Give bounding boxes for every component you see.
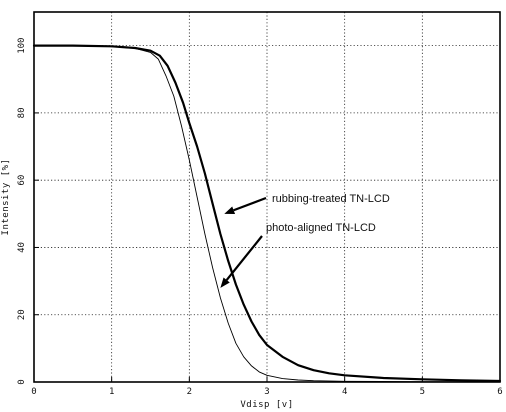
x-tick-label: 3 [264, 387, 269, 397]
y-tick-label: 60 [17, 175, 27, 186]
y-tick-label: 20 [17, 309, 27, 320]
y-tick-label: 100 [17, 38, 27, 54]
x-axis-title: Vdisp [v] [240, 400, 293, 410]
series-line-photo-aligned [33, 45, 501, 383]
annotation-arrow-head [224, 206, 236, 215]
x-tick-label: 0 [31, 387, 36, 397]
x-tick-label: 5 [420, 387, 425, 397]
annotation-arrow-shaft [225, 235, 263, 281]
y-tick-label: 40 [17, 242, 27, 253]
series-lines [32, 44, 502, 383]
annotation-rubbing-treated-label: rubbing-treated TN-LCD [272, 193, 390, 205]
y-tick-label: 0 [17, 379, 27, 384]
annotation-arrow-shaft [233, 196, 267, 212]
annotation-photo-aligned-label: photo-aligned TN-LCD [266, 222, 376, 234]
x-tick-label: 1 [109, 387, 114, 397]
annotation-arrow-head [220, 277, 230, 288]
series-line-rubbing-treated [32, 44, 502, 383]
y-tick-label: 80 [17, 107, 27, 118]
y-axis-title: Intensity [%] [1, 159, 11, 236]
annotations: rubbing-treated TN-LCD photo-aligned TN-… [220, 193, 390, 288]
grid-lines [34, 12, 500, 382]
x-tick-label: 6 [497, 387, 502, 397]
x-tick-label: 4 [342, 387, 347, 397]
x-tick-label: 2 [187, 387, 192, 397]
